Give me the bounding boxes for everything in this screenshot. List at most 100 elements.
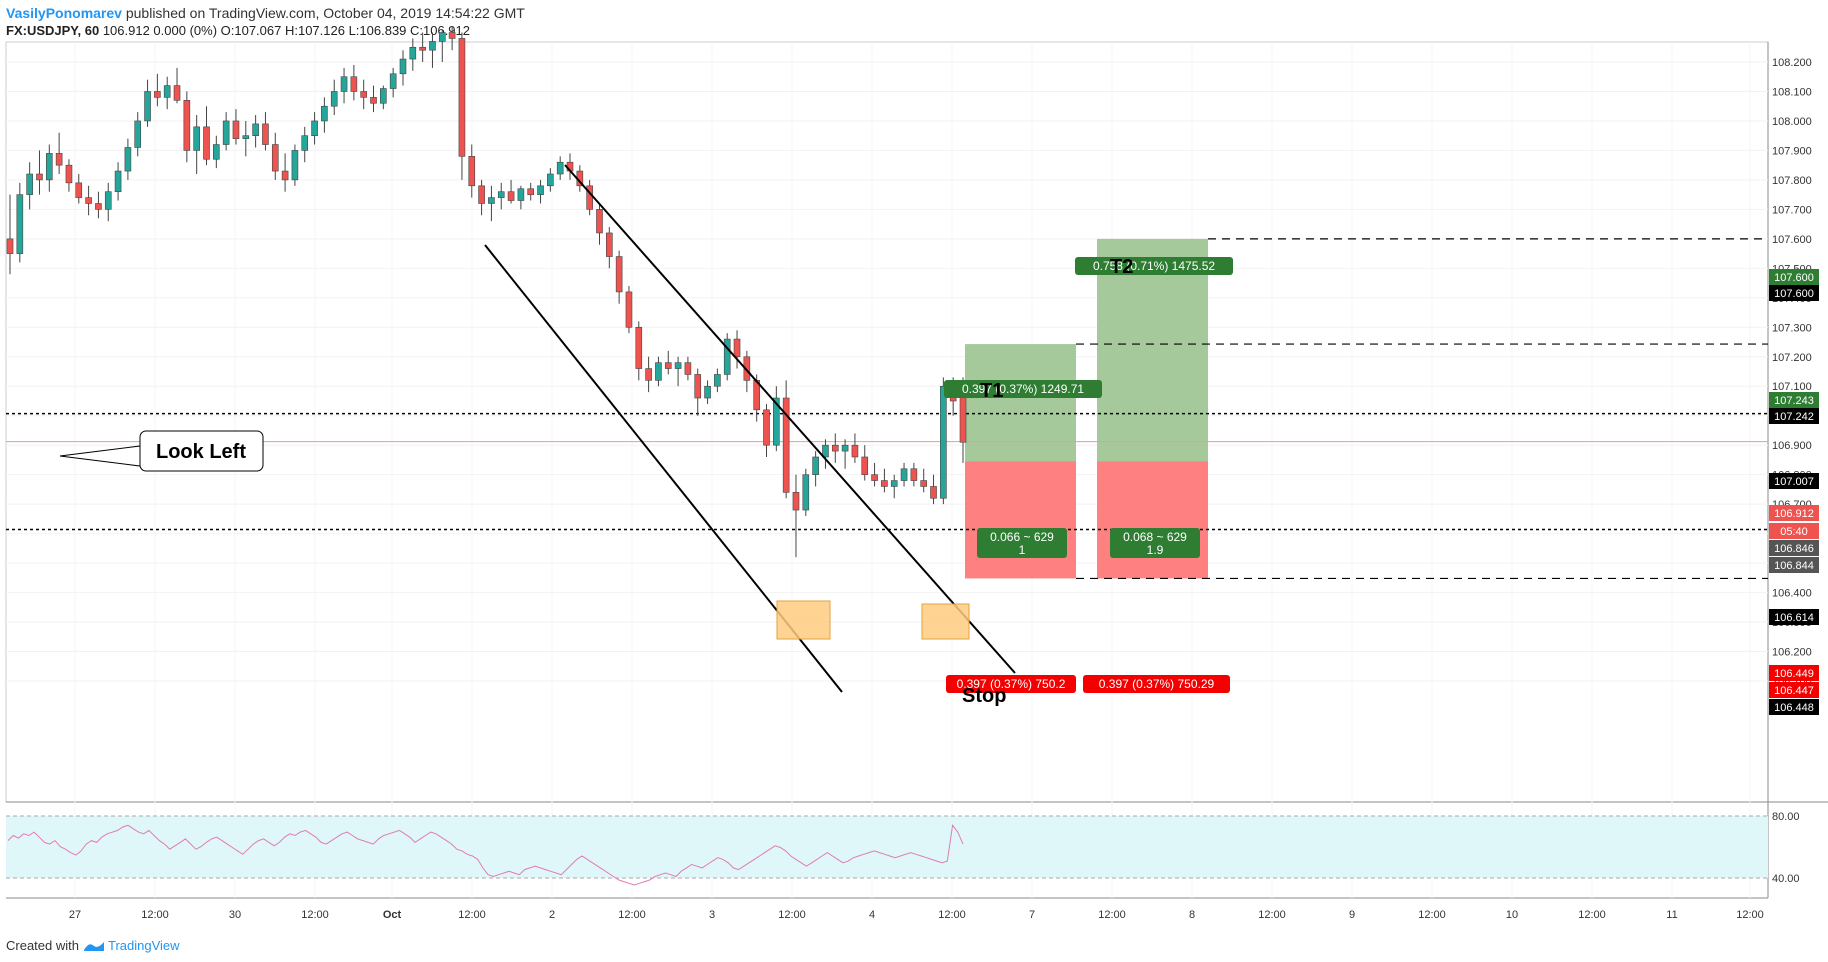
candle-body: [920, 480, 928, 487]
callout-text: Look Left: [156, 441, 246, 463]
candle-body: [537, 185, 544, 195]
price-tick-label: 107.900: [1772, 145, 1812, 157]
time-tick-label: 12:00: [778, 909, 806, 921]
rr1-box-rr: 1: [1019, 543, 1026, 557]
candle-body: [664, 362, 672, 369]
callout-box[interactable]: [139, 430, 264, 472]
t2-profit-zone[interactable]: [1097, 238, 1208, 462]
price-badge: [1769, 285, 1819, 301]
price-badge: [1769, 505, 1819, 521]
candle-body: [409, 46, 417, 60]
price-badge-text: 106.448: [1774, 702, 1814, 714]
price-badge-text: 106.846: [1774, 543, 1814, 555]
candle-body: [124, 147, 132, 172]
channel-upper-trendline[interactable]: [564, 164, 1016, 674]
candle-body: [625, 291, 633, 328]
t1-profit-zone[interactable]: [965, 344, 1076, 462]
candle-body: [507, 191, 515, 201]
time-tick-label: 4: [869, 909, 875, 921]
rsi-tick-label: 80.00: [1772, 811, 1800, 823]
candle-body: [635, 326, 643, 369]
candle-body: [75, 182, 83, 198]
candle-body: [154, 91, 161, 98]
entry-box-right[interactable]: [921, 603, 970, 640]
candle-body: [556, 161, 564, 175]
candle-body: [959, 394, 967, 443]
candle-body: [890, 480, 898, 487]
candle-body: [429, 41, 436, 51]
candle-body: [488, 197, 495, 204]
price-badge-text: 106.614: [1774, 612, 1814, 624]
time-tick-label: 12:00: [458, 909, 486, 921]
t2-label[interactable]: [1075, 257, 1233, 275]
price-badge-text: 107.600: [1774, 272, 1814, 284]
candle-body: [193, 126, 200, 151]
candle-body: [321, 105, 328, 122]
price-badge: [1769, 699, 1819, 715]
price-badge-text: 107.007: [1774, 476, 1814, 488]
callout-pointer: [59, 445, 141, 467]
price-badge-text: 106.912: [1774, 508, 1814, 520]
price-tick-label: 108.000: [1772, 116, 1812, 128]
candle-body: [527, 188, 535, 195]
candle-body: [615, 256, 623, 293]
tradingview-logo[interactable]: TradingView: [83, 938, 180, 953]
candle-body: [448, 32, 456, 39]
candle-body: [419, 46, 426, 51]
candle-body: [173, 85, 181, 101]
time-tick-label: 12:00: [938, 909, 966, 921]
candle-body: [674, 362, 682, 369]
stop1-label[interactable]: [946, 675, 1076, 693]
rr2-box[interactable]: [1110, 528, 1200, 558]
author-link[interactable]: VasilyPonomarev: [6, 5, 122, 21]
t2-loss-zone[interactable]: [1097, 461, 1208, 579]
candle-body: [645, 368, 652, 381]
candle-body: [871, 474, 878, 481]
candle-body: [340, 76, 348, 92]
price-tick-label: 107.700: [1772, 204, 1812, 216]
candle-body: [743, 356, 751, 381]
candle-body: [262, 123, 269, 145]
candle-body: [517, 188, 525, 201]
time-tick-label: 12:00: [301, 909, 329, 921]
price-badge: [1769, 609, 1819, 625]
rr2-box-ratio: 0.068 ~ 629: [1123, 530, 1187, 544]
time-tick-label: 10: [1506, 909, 1518, 921]
price-badge: [1769, 523, 1819, 539]
time-tick-label: 2: [549, 909, 555, 921]
rr2-box-rr: 1.9: [1147, 543, 1164, 557]
stop2-label[interactable]: [1083, 675, 1230, 693]
candle-body: [134, 120, 142, 148]
time-tick-label: Oct: [383, 909, 402, 921]
rr1-box-ratio: 0.066 ~ 629: [990, 530, 1054, 544]
price-badge: [1769, 557, 1819, 573]
candle-body: [596, 209, 603, 234]
time-tick-label: 8: [1189, 909, 1195, 921]
price-tick-label: 108.200: [1772, 57, 1812, 69]
candle-body: [763, 409, 770, 446]
candle-body: [95, 203, 102, 210]
candle-body: [360, 91, 367, 98]
candle-body: [370, 97, 377, 104]
candle-body: [389, 73, 397, 89]
t1-text: T1: [980, 380, 1003, 402]
candle-body: [203, 126, 210, 160]
candle-body: [881, 480, 888, 487]
entry-box-left[interactable]: [776, 600, 831, 640]
candle-body: [733, 338, 741, 358]
candle-body: [45, 153, 53, 181]
candle-body: [311, 120, 318, 136]
price-badge-text: 106.447: [1774, 685, 1814, 697]
candle-body: [714, 374, 721, 387]
candle-body: [16, 194, 24, 254]
t1-loss-zone[interactable]: [965, 461, 1076, 579]
time-tick-label: 12:00: [1098, 909, 1126, 921]
rsi-line: [7, 824, 964, 886]
price-tick-label: 106.400: [1772, 588, 1812, 600]
price-badge: [1769, 665, 1819, 681]
rr1-box[interactable]: [977, 528, 1067, 558]
time-tick-label: 30: [229, 909, 241, 921]
t1-label[interactable]: [944, 380, 1102, 398]
tradingview-icon: [83, 941, 104, 951]
